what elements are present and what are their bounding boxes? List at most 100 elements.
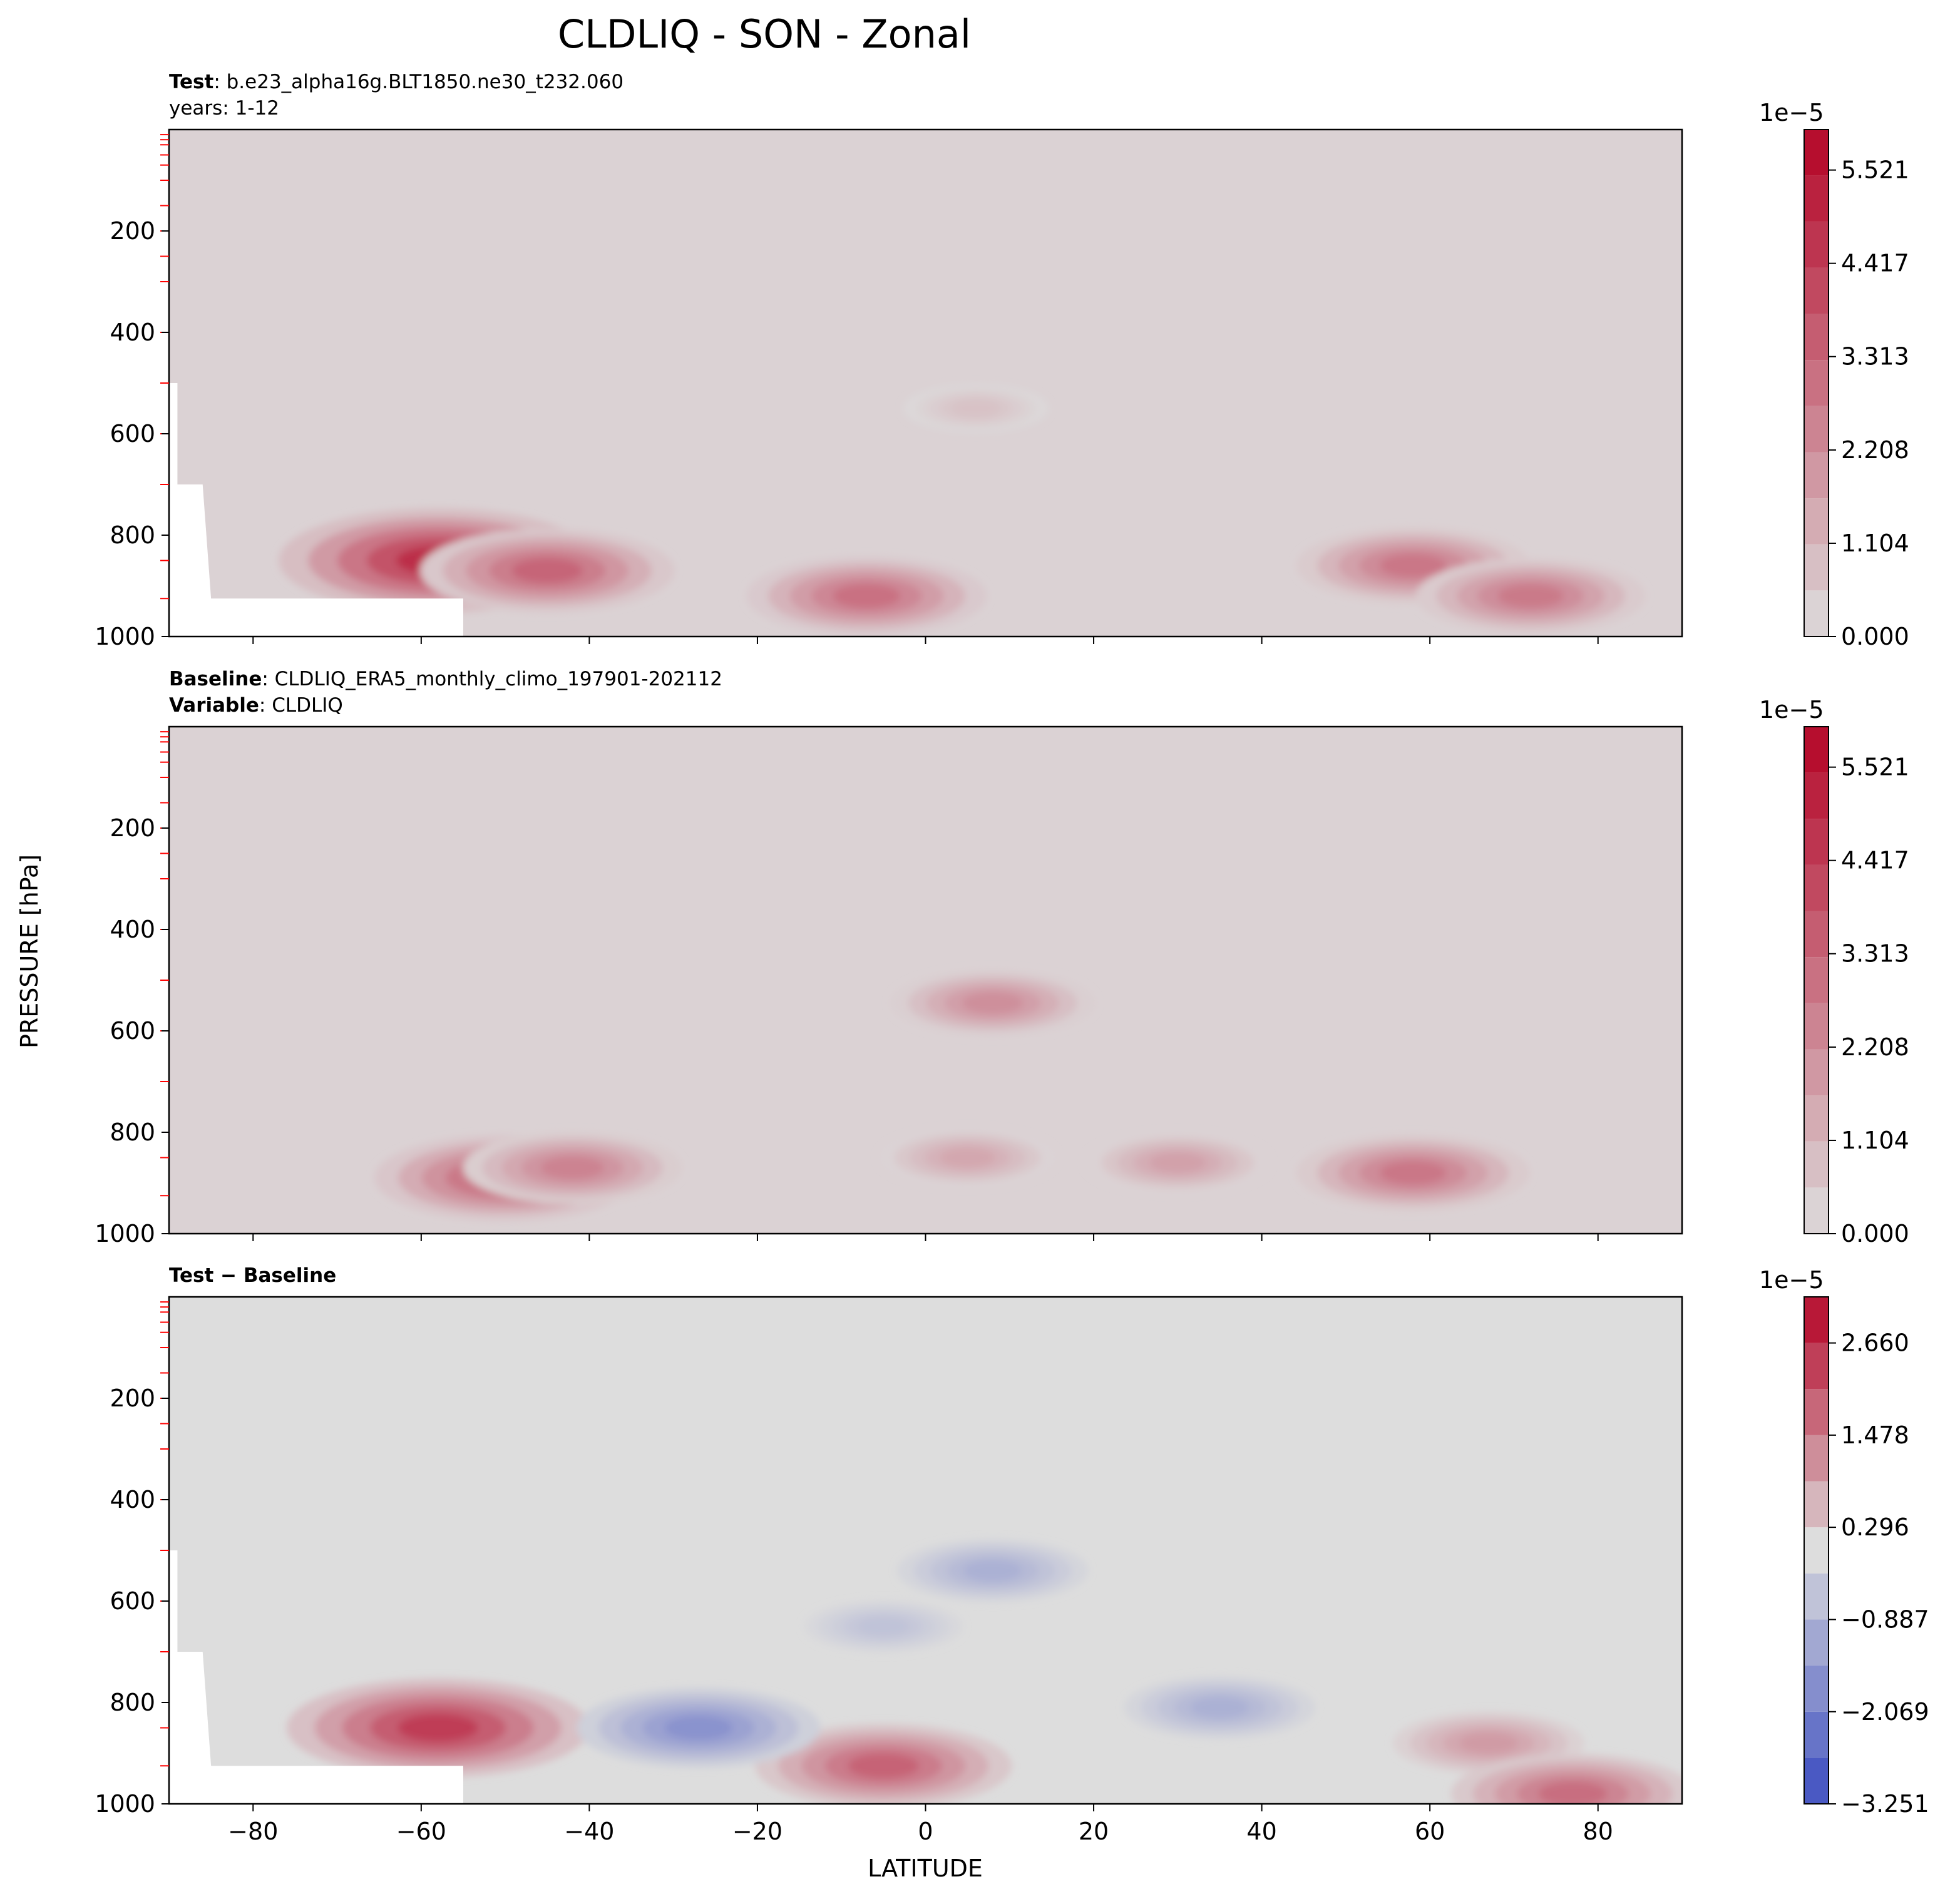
colorbar-segment: [1804, 314, 1829, 361]
colorbar-segment: [1804, 1049, 1829, 1096]
panel-test-plot-area: 200 400 600 800 1000: [95, 128, 1683, 650]
panel-baseline: Baseline: CLDLIQ_ERA5_monthly_climo_1979…: [95, 668, 1909, 1247]
panel-difference-title-bold-1: Test − Baseline: [169, 1264, 336, 1287]
contour-southern-secondary-level-4: [511, 558, 583, 583]
colorbar-segment: [1804, 1481, 1829, 1528]
colorbar-tick-label: 3.313: [1841, 343, 1909, 371]
contour-northern-high-lat-level-4: [1497, 584, 1564, 608]
colorbar-segment: [1804, 1141, 1829, 1188]
colorbar-tick-label: −2.069: [1841, 1698, 1929, 1726]
panel-test-title-text-1: : b.e23_alpha16g.BLT1850.ne30_t232.060: [213, 71, 623, 93]
contour-arctic-positive-level-4: [1538, 1781, 1608, 1804]
y-tick-label: 400: [110, 319, 155, 346]
panel-test-colorbar: 0.000 1.104 2.208 3.313 4.417 5.521 1e−5: [1759, 99, 1909, 650]
colorbar-segment: [1804, 1527, 1829, 1574]
panel-baseline-title-bold-2: Variable: [169, 694, 259, 717]
colorbar-segment: [1804, 1758, 1829, 1804]
field-baseline: [169, 727, 1682, 1234]
y-tick-label: 1000: [95, 623, 155, 650]
y-tick-label: 200: [110, 1385, 155, 1412]
panel-difference-title-line-1: Test − Baseline: [169, 1264, 336, 1287]
contour-northern-positive-level-4: [1459, 1733, 1518, 1754]
colorbar-tick-label: 2.208: [1841, 436, 1909, 464]
contour-tropical-positive-level-4: [848, 1753, 920, 1779]
colorbar-exponent: 1e−5: [1759, 696, 1824, 724]
panel-test-title-text-2: years: 1-12: [169, 97, 279, 120]
colorbar-segment: [1804, 1389, 1829, 1435]
contour-equatorial-mid-level-level-4: [962, 992, 1024, 1014]
colorbar-segment: [1804, 498, 1829, 545]
colorbar-tick-label: 4.417: [1841, 250, 1909, 277]
x-tick-label: 60: [1415, 1818, 1445, 1845]
y-tick-label: 400: [110, 1486, 155, 1513]
colorbar-segment: [1804, 1666, 1829, 1712]
y-tick-label: 1000: [95, 1790, 155, 1818]
panel-test-title-bold-1: Test: [169, 71, 214, 93]
colorbar-tick-label: 4.417: [1841, 847, 1909, 874]
x-tick-label: 0: [918, 1818, 933, 1845]
panel-baseline-title-bold-1: Baseline: [169, 668, 262, 690]
field-features: [279, 384, 1646, 636]
colorbar-segment: [1804, 727, 1829, 773]
colorbar-segment: [1804, 590, 1829, 637]
colorbar-segment: [1804, 360, 1829, 406]
contour-southern-positive-level-4: [398, 1714, 479, 1742]
contour-equatorial-negative-level-4: [963, 1560, 1022, 1581]
panel-test-title-line-1: Test: b.e23_alpha16g.BLT1850.ne30_t232.0…: [169, 71, 623, 93]
panel-difference-plot-area: 200 400 600 800 1000 −80 −60 −40 −20 0 20 40 60 80: [95, 1296, 1683, 1845]
y-tick-label: 800: [110, 1689, 155, 1716]
panel-baseline-title-text-2: : CLDLIQ: [259, 694, 343, 717]
panel-baseline-title-line-2: Variable: CLDLIQ: [169, 694, 343, 717]
contour-southern-broad-level-4: [540, 1156, 605, 1179]
panel-baseline-colorbar: 0.000 1.104 2.208 3.313 4.417 5.521 1e−5: [1759, 696, 1909, 1247]
x-tick-label: 40: [1246, 1818, 1276, 1845]
colorbar-tick-label: 2.660: [1841, 1329, 1909, 1357]
x-axis-label: LATITUDE: [868, 1855, 983, 1882]
contour-equatorial-low-level-4: [940, 1147, 995, 1168]
x-tick-label: −40: [564, 1818, 614, 1845]
y-tick-label: 400: [110, 916, 155, 943]
contour-broad-negative-level-4: [858, 1617, 910, 1636]
contour-north-subtropic-negative-level-4: [1190, 1697, 1249, 1718]
below-surface-mask: [169, 383, 463, 637]
colorbar-exponent: 1e−5: [1759, 1266, 1824, 1294]
colorbar-segment: [1804, 544, 1829, 591]
y-tick-label: 800: [110, 521, 155, 549]
y-tick-label: 600: [110, 420, 155, 448]
x-tick-label: −20: [732, 1818, 782, 1845]
panel-test: Test: b.e23_alpha16g.BLT1850.ne30_t232.0…: [95, 71, 1909, 650]
field-difference: [169, 1297, 1682, 1804]
x-tick-label: −60: [396, 1818, 446, 1845]
colorbar-tick-label: 1.104: [1841, 1127, 1909, 1154]
panel-baseline-title-line-1: Baseline: CLDLIQ_ERA5_monthly_climo_1979…: [169, 668, 722, 690]
contour-northern-low-level-level-4: [1149, 1152, 1206, 1173]
colorbar-segment: [1804, 406, 1829, 453]
y-tick-label: 800: [110, 1118, 155, 1146]
colorbar-tick-label: 0.000: [1841, 623, 1909, 650]
colorbar-segment: [1804, 1003, 1829, 1050]
x-tick-label: 20: [1079, 1818, 1109, 1845]
y-tick-label: 600: [110, 1587, 155, 1615]
colorbar-segment: [1804, 1297, 1829, 1343]
field-features: [287, 1539, 1682, 1804]
panel-baseline-title-text-1: : CLDLIQ_ERA5_monthly_climo_197901-20211…: [262, 668, 722, 690]
field-features: [374, 969, 1530, 1221]
y-tick-label: 600: [110, 1017, 155, 1045]
colorbar-segment: [1804, 957, 1829, 1003]
colorbar-segment: [1804, 130, 1829, 176]
colorbar-tick-label: 5.521: [1841, 156, 1909, 184]
colorbar-segment: [1804, 864, 1829, 911]
contour-northern-mid-lat-level-4: [1380, 553, 1447, 578]
below-surface-mask: [169, 1550, 463, 1804]
colorbar-segment: [1804, 819, 1829, 865]
colorbar-segment: [1804, 267, 1829, 314]
colorbar-segment: [1804, 1343, 1829, 1390]
colorbar-tick-label: 0.296: [1841, 1513, 1909, 1541]
colorbar-segment: [1804, 772, 1829, 819]
colorbar-segment: [1804, 1573, 1829, 1620]
colorbar-tick-label: −3.251: [1841, 1790, 1929, 1818]
field-test: [169, 130, 1682, 637]
y-tick-label: 200: [110, 217, 155, 245]
x-tick-label: 80: [1583, 1818, 1613, 1845]
